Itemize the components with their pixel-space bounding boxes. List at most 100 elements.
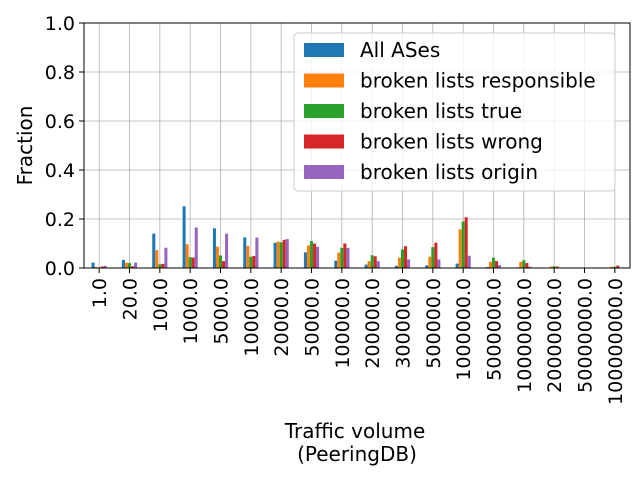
y-tick-label: 0.6 bbox=[45, 111, 75, 133]
x-tick-label: 20.0 bbox=[120, 278, 142, 320]
legend-label: broken lists true bbox=[360, 99, 522, 123]
bar bbox=[279, 242, 283, 268]
bar bbox=[152, 233, 156, 268]
bar bbox=[616, 265, 620, 268]
bar bbox=[340, 247, 344, 268]
x-tick-label: 5000.0 bbox=[211, 278, 233, 344]
x-tick-label: 200000.0 bbox=[362, 278, 384, 369]
bar bbox=[461, 221, 465, 268]
bar bbox=[549, 266, 553, 268]
bar bbox=[191, 257, 195, 268]
bar bbox=[346, 247, 350, 268]
bar bbox=[243, 237, 247, 268]
x-tick-label: 100.0 bbox=[150, 278, 172, 332]
bar bbox=[188, 257, 192, 268]
bar bbox=[464, 217, 468, 268]
bar bbox=[491, 257, 496, 268]
bar bbox=[218, 255, 223, 268]
bar bbox=[400, 249, 405, 268]
bar bbox=[246, 245, 250, 268]
legend-swatch bbox=[304, 73, 344, 88]
bar bbox=[613, 266, 617, 268]
bar bbox=[313, 243, 317, 268]
bar bbox=[367, 261, 371, 268]
bar bbox=[397, 257, 401, 268]
bar bbox=[467, 255, 471, 268]
bar bbox=[127, 263, 132, 268]
bar bbox=[434, 242, 438, 268]
y-tick-label: 1.0 bbox=[45, 13, 75, 35]
bar bbox=[519, 261, 523, 268]
bar bbox=[455, 263, 459, 268]
bar bbox=[134, 262, 138, 268]
x-axis-label-line-1: Traffic volume bbox=[284, 419, 426, 443]
bar bbox=[528, 266, 532, 268]
bar bbox=[407, 259, 411, 268]
legend-swatch bbox=[304, 165, 344, 179]
bar bbox=[306, 245, 310, 268]
bar bbox=[555, 266, 559, 268]
bars bbox=[91, 206, 620, 268]
y-tick-label: 0.2 bbox=[45, 209, 75, 231]
x-axis-label-line-2: (PeeringDB) bbox=[297, 442, 417, 466]
bar bbox=[343, 243, 347, 268]
bar bbox=[249, 256, 253, 268]
bar bbox=[309, 241, 314, 268]
bar bbox=[103, 265, 107, 268]
bar bbox=[155, 250, 159, 268]
bar bbox=[428, 256, 432, 268]
bar bbox=[394, 265, 398, 268]
legend: All ASes broken lists responsible broken l… bbox=[293, 32, 616, 192]
bar bbox=[255, 237, 259, 268]
bar bbox=[185, 244, 189, 268]
x-tick-label: 1000.0 bbox=[180, 278, 202, 344]
legend-swatch bbox=[304, 134, 344, 149]
legend-label: broken lists origin bbox=[360, 160, 538, 184]
y-tick-label: 0.0 bbox=[45, 258, 75, 280]
legend-swatch bbox=[304, 104, 344, 118]
y-tick-label: 0.8 bbox=[45, 62, 75, 84]
bar bbox=[495, 261, 499, 268]
y-tick-label: 0.4 bbox=[45, 160, 75, 182]
x-tick-label: 100000000.0 bbox=[605, 278, 627, 405]
bar bbox=[525, 263, 529, 268]
bar bbox=[161, 263, 165, 268]
legend-label: broken lists responsible bbox=[360, 69, 596, 93]
x-tick-label: 20000000.0 bbox=[544, 278, 566, 393]
x-tick-label: 50000.0 bbox=[302, 278, 324, 357]
bar bbox=[158, 264, 162, 268]
bar bbox=[303, 252, 307, 268]
bar bbox=[522, 260, 526, 268]
bar bbox=[370, 255, 374, 268]
bar bbox=[285, 239, 289, 268]
legend-label: broken lists wrong bbox=[360, 130, 543, 154]
bar bbox=[498, 265, 502, 268]
bar bbox=[91, 262, 95, 268]
x-tick-label: 1000000.0 bbox=[453, 278, 475, 381]
bar bbox=[337, 252, 341, 268]
bar bbox=[273, 242, 277, 268]
x-tick-label: 100000.0 bbox=[332, 278, 354, 369]
legend-swatch bbox=[304, 43, 344, 57]
legend-frame bbox=[293, 32, 616, 192]
bar bbox=[334, 260, 338, 268]
x-axis: 1.0 20.0 100.0 1000.0 5000.0 10000.0 20000.0 50… bbox=[89, 268, 627, 405]
bar bbox=[364, 264, 368, 268]
legend-label: All ASes bbox=[360, 38, 440, 62]
bar bbox=[437, 259, 441, 268]
bar bbox=[212, 228, 216, 268]
bar bbox=[252, 255, 256, 268]
bar bbox=[373, 256, 377, 268]
bar bbox=[376, 261, 380, 268]
bar bbox=[552, 266, 556, 268]
x-tick-label: 20000.0 bbox=[271, 278, 293, 357]
bar bbox=[404, 246, 408, 268]
bar bbox=[276, 241, 280, 268]
bar bbox=[131, 266, 135, 268]
x-tick-label: 10000000.0 bbox=[514, 278, 536, 393]
x-tick-label: 1.0 bbox=[89, 278, 111, 308]
bar bbox=[425, 265, 429, 268]
y-axis: 0.0 0.2 0.4 0.6 0.8 1.0 bbox=[45, 13, 84, 280]
x-tick-label: 500000.0 bbox=[423, 278, 445, 369]
